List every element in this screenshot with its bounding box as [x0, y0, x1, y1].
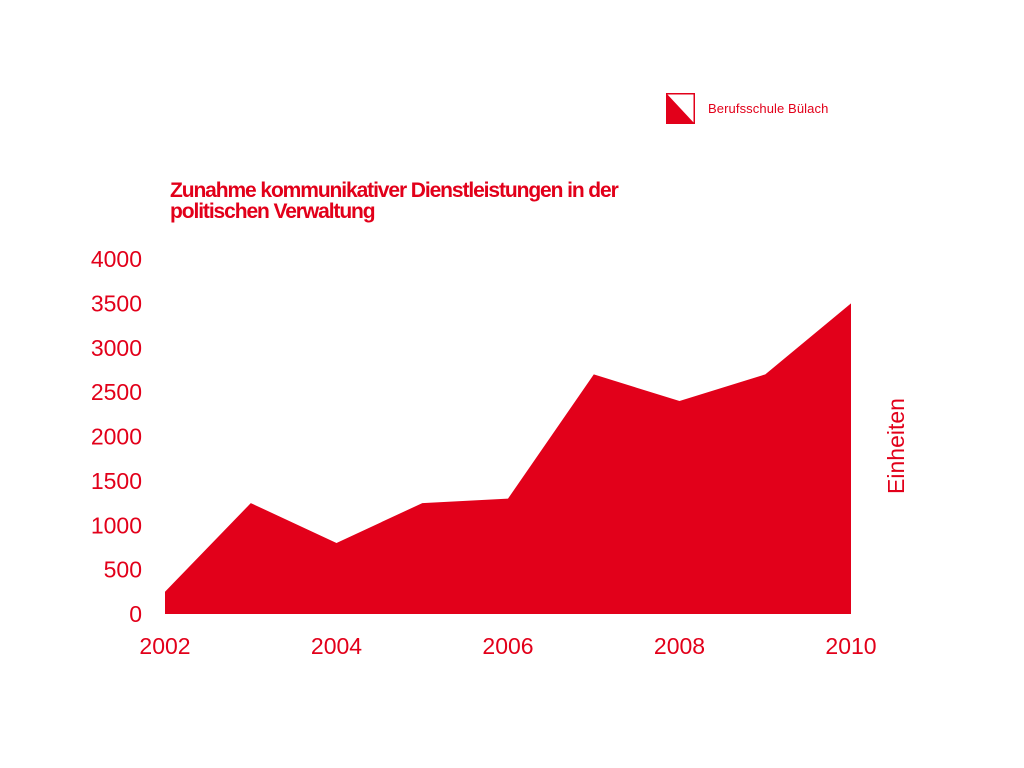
- y-tick-label: 2000: [91, 424, 142, 450]
- school-logo: Berufsschule Bülach: [666, 93, 828, 124]
- x-axis-tick-labels: 2002 2004 2006 2008 2010: [139, 633, 876, 659]
- area-series: [165, 303, 851, 614]
- school-name: Berufsschule Bülach: [708, 101, 829, 116]
- chart-title: Zunahme kommunikativer Dienstleistungen …: [170, 180, 810, 222]
- x-tick-label: 2002: [139, 633, 190, 659]
- y-tick-label: 500: [104, 557, 142, 583]
- y-tick-label: 0: [129, 601, 142, 627]
- y-tick-label: 1500: [91, 468, 142, 494]
- y-tick-label: 3500: [91, 290, 142, 316]
- y-tick-label: 1000: [91, 512, 142, 538]
- x-tick-label: 2008: [654, 633, 705, 659]
- zurich-coat-of-arms-icon: [666, 93, 695, 124]
- y-axis-title: Einheiten: [883, 398, 909, 494]
- y-tick-label: 3000: [91, 335, 142, 361]
- chart-title-line-1: Zunahme kommunikativer Dienstleistungen …: [170, 179, 619, 202]
- y-tick-label: 4000: [91, 246, 142, 272]
- y-axis-tick-labels: 0 500 1000 1500 2000 2500 3000 3500 4000: [91, 246, 142, 627]
- x-tick-label: 2006: [482, 633, 533, 659]
- x-tick-label: 2010: [825, 633, 876, 659]
- y-tick-label: 2500: [91, 379, 142, 405]
- x-tick-label: 2004: [311, 633, 362, 659]
- chart-title-line-2: politischen Verwaltung: [170, 200, 376, 223]
